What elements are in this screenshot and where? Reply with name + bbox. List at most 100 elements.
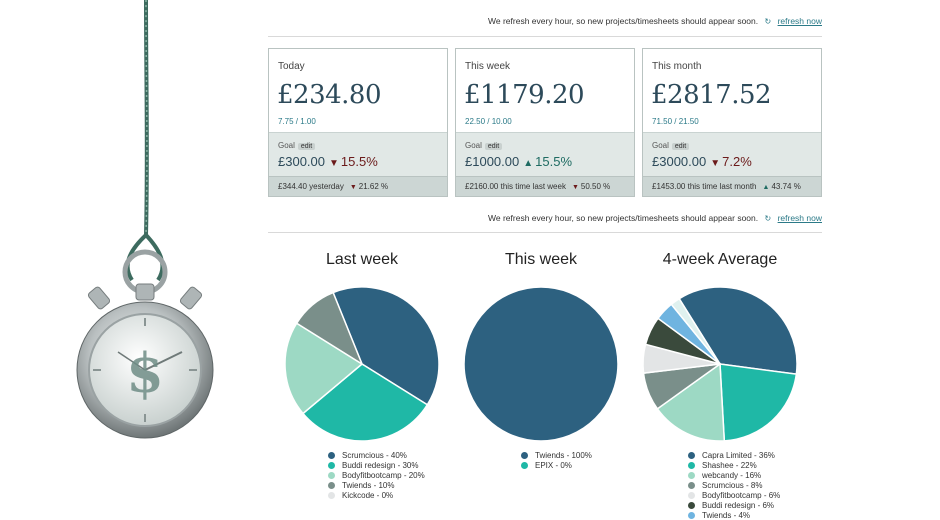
- card-amount: £1179.20: [464, 80, 585, 110]
- goal-amount: £1000.00: [465, 154, 520, 169]
- refresh-icon: ↻: [764, 214, 772, 223]
- legend-label: Kickcode - 0%: [342, 491, 394, 500]
- stopwatch-illustration: $: [76, 0, 214, 439]
- chart-title-this-week: This week: [504, 251, 578, 268]
- card-period: This week: [465, 61, 511, 72]
- previous-period-row: £1453.00 this time last month ▲ 43.74 %: [643, 176, 821, 196]
- legend-label: webcandy - 16%: [702, 471, 762, 480]
- edit-goal-button[interactable]: edit: [671, 143, 690, 150]
- goal-row: £1000.00 ▲ 15.5%: [465, 154, 572, 169]
- legend-swatch: [688, 471, 695, 479]
- legend-swatch: [521, 461, 528, 469]
- previous-period-text: £344.40 yesterday: [278, 182, 344, 191]
- trend-up-icon: ▲: [523, 158, 534, 169]
- goal-label: Goal: [465, 141, 482, 150]
- refresh-now-link[interactable]: refresh now: [777, 213, 822, 223]
- legend-label: Twiends - 10%: [342, 481, 395, 490]
- goal-label: Goal: [278, 141, 295, 150]
- edit-goal-button[interactable]: edit: [297, 143, 316, 150]
- previous-period-percent: 21.62 %: [358, 182, 389, 191]
- goal-section: Goal edit £1000.00 ▲ 15.5%: [456, 132, 634, 176]
- legend-label: EPIX - 0%: [535, 461, 572, 470]
- legend-label: Twiends - 100%: [535, 451, 592, 460]
- legend-swatch: [328, 461, 335, 469]
- refresh-notice-bottom: We refresh every hour, so new projects/t…: [268, 213, 822, 223]
- legend-item: Twiends - 4%: [688, 511, 780, 520]
- legend-label: Bodyfitbootcamp - 6%: [702, 491, 781, 500]
- goal-amount: £300.00: [278, 154, 325, 169]
- pie-slice: [463, 286, 619, 442]
- legend-swatch: [688, 501, 695, 509]
- stat-card-this-month: This month £2817.52 71.50 / 21.50 Goal ed…: [642, 48, 822, 197]
- card-period: This month: [652, 61, 702, 72]
- refresh-now-link[interactable]: refresh now: [777, 16, 822, 26]
- legend-swatch: [688, 481, 695, 489]
- legend-label: Twiends - 4%: [702, 511, 751, 520]
- legend-swatch: [688, 491, 695, 499]
- pie-slice: [295, 291, 364, 366]
- previous-period-text: £2160.00 this time last week: [465, 182, 566, 191]
- legend-swatch: [688, 451, 695, 459]
- legend-label: Scrumcious - 40%: [342, 451, 407, 460]
- legend-label: Bodyfitbootcamp - 20%: [342, 471, 425, 480]
- trend-down-icon: ▼: [571, 184, 579, 191]
- legend-item: Shashee - 22%: [688, 461, 780, 471]
- previous-period-text: £1453.00 this time last month: [652, 182, 757, 191]
- legend-label: Buddi redesign - 6%: [702, 501, 775, 510]
- legend-item: Capra Limited - 36%: [688, 451, 780, 461]
- legend-label: Capra Limited - 36%: [702, 451, 775, 460]
- previous-period-row: £344.40 yesterday ▼ 21.62 %: [269, 176, 447, 196]
- refresh-notice-top: We refresh every hour, so new projects/t…: [268, 16, 822, 26]
- pie-chart-4-week-average: [642, 286, 798, 442]
- legend-swatch: [328, 451, 335, 459]
- legend-label: Scrumcious - 8%: [702, 481, 763, 490]
- goal-percent: 7.2%: [722, 154, 752, 169]
- legend-item: Bodyfitbootcamp - 6%: [688, 491, 780, 501]
- previous-period-percent: 43.74 %: [771, 182, 801, 191]
- legend-item: Kickcode - 0%: [328, 491, 425, 501]
- trend-down-icon: ▼: [710, 158, 721, 169]
- card-period: Today: [278, 61, 305, 72]
- pie-slice: [332, 286, 440, 406]
- previous-period-percent: 50.50 %: [580, 182, 611, 191]
- legend-item: Bodyfitbootcamp - 20%: [328, 471, 425, 481]
- goal-amount: £3000.00: [652, 154, 707, 169]
- stat-card-this-week: This week £1179.20 22.50 / 10.00 Goal edi…: [455, 48, 635, 197]
- pie-slice: [719, 363, 798, 442]
- goal-percent: 15.5%: [340, 154, 378, 169]
- goal-section: Goal edit £3000.00 ▼ 7.2%: [643, 132, 821, 176]
- legend-swatch: [328, 471, 335, 479]
- legend-item: Twiends - 10%: [328, 481, 425, 491]
- legend-item: Scrumcious - 40%: [328, 451, 425, 461]
- trend-down-icon: ▼: [349, 184, 357, 191]
- refresh-notice-text: We refresh every hour, so new projects/t…: [488, 213, 759, 223]
- stat-card-today: Today £234.80 7.75 / 1.00 Goal edit £300.…: [268, 48, 448, 197]
- previous-period-row: £2160.00 this time last week ▼ 50.50 %: [456, 176, 634, 196]
- trend-down-icon: ▼: [329, 158, 339, 169]
- card-hours-ratio: 7.75 / 1.00: [278, 117, 316, 126]
- legend-item: Buddi redesign - 6%: [688, 501, 780, 511]
- legend-last-week: Scrumcious - 40% Buddi redesign - 30% Body…: [328, 451, 425, 501]
- divider: [268, 36, 822, 37]
- pie-slice: [284, 322, 364, 415]
- card-amount: £2817.52: [651, 80, 772, 110]
- card-hours-ratio: 71.50 / 21.50: [652, 117, 699, 126]
- legend-swatch: [688, 461, 695, 469]
- pie-slice: [670, 297, 721, 365]
- pie-slice: [656, 362, 726, 442]
- chart-title-4-week-average: 4-week Average: [662, 251, 778, 268]
- edit-goal-button[interactable]: edit: [484, 143, 503, 150]
- card-hours-ratio: 22.50 / 10.00: [465, 117, 512, 126]
- trend-up-icon: ▲: [762, 184, 770, 191]
- goal-percent: 15.5%: [535, 154, 573, 169]
- legend-swatch: [328, 481, 335, 489]
- legend-item: EPIX - 0%: [521, 461, 592, 471]
- pie-chart-last-week: [284, 286, 440, 442]
- goal-label: Goal: [652, 141, 669, 150]
- legend-swatch: [688, 511, 695, 519]
- refresh-notice-text: We refresh every hour, so new projects/t…: [488, 16, 759, 26]
- legend-item: Buddi redesign - 30%: [328, 461, 425, 471]
- legend-label: Shashee - 22%: [702, 461, 757, 470]
- card-amount: £234.80: [277, 80, 382, 110]
- goal-row: £3000.00 ▼ 7.2%: [652, 154, 752, 169]
